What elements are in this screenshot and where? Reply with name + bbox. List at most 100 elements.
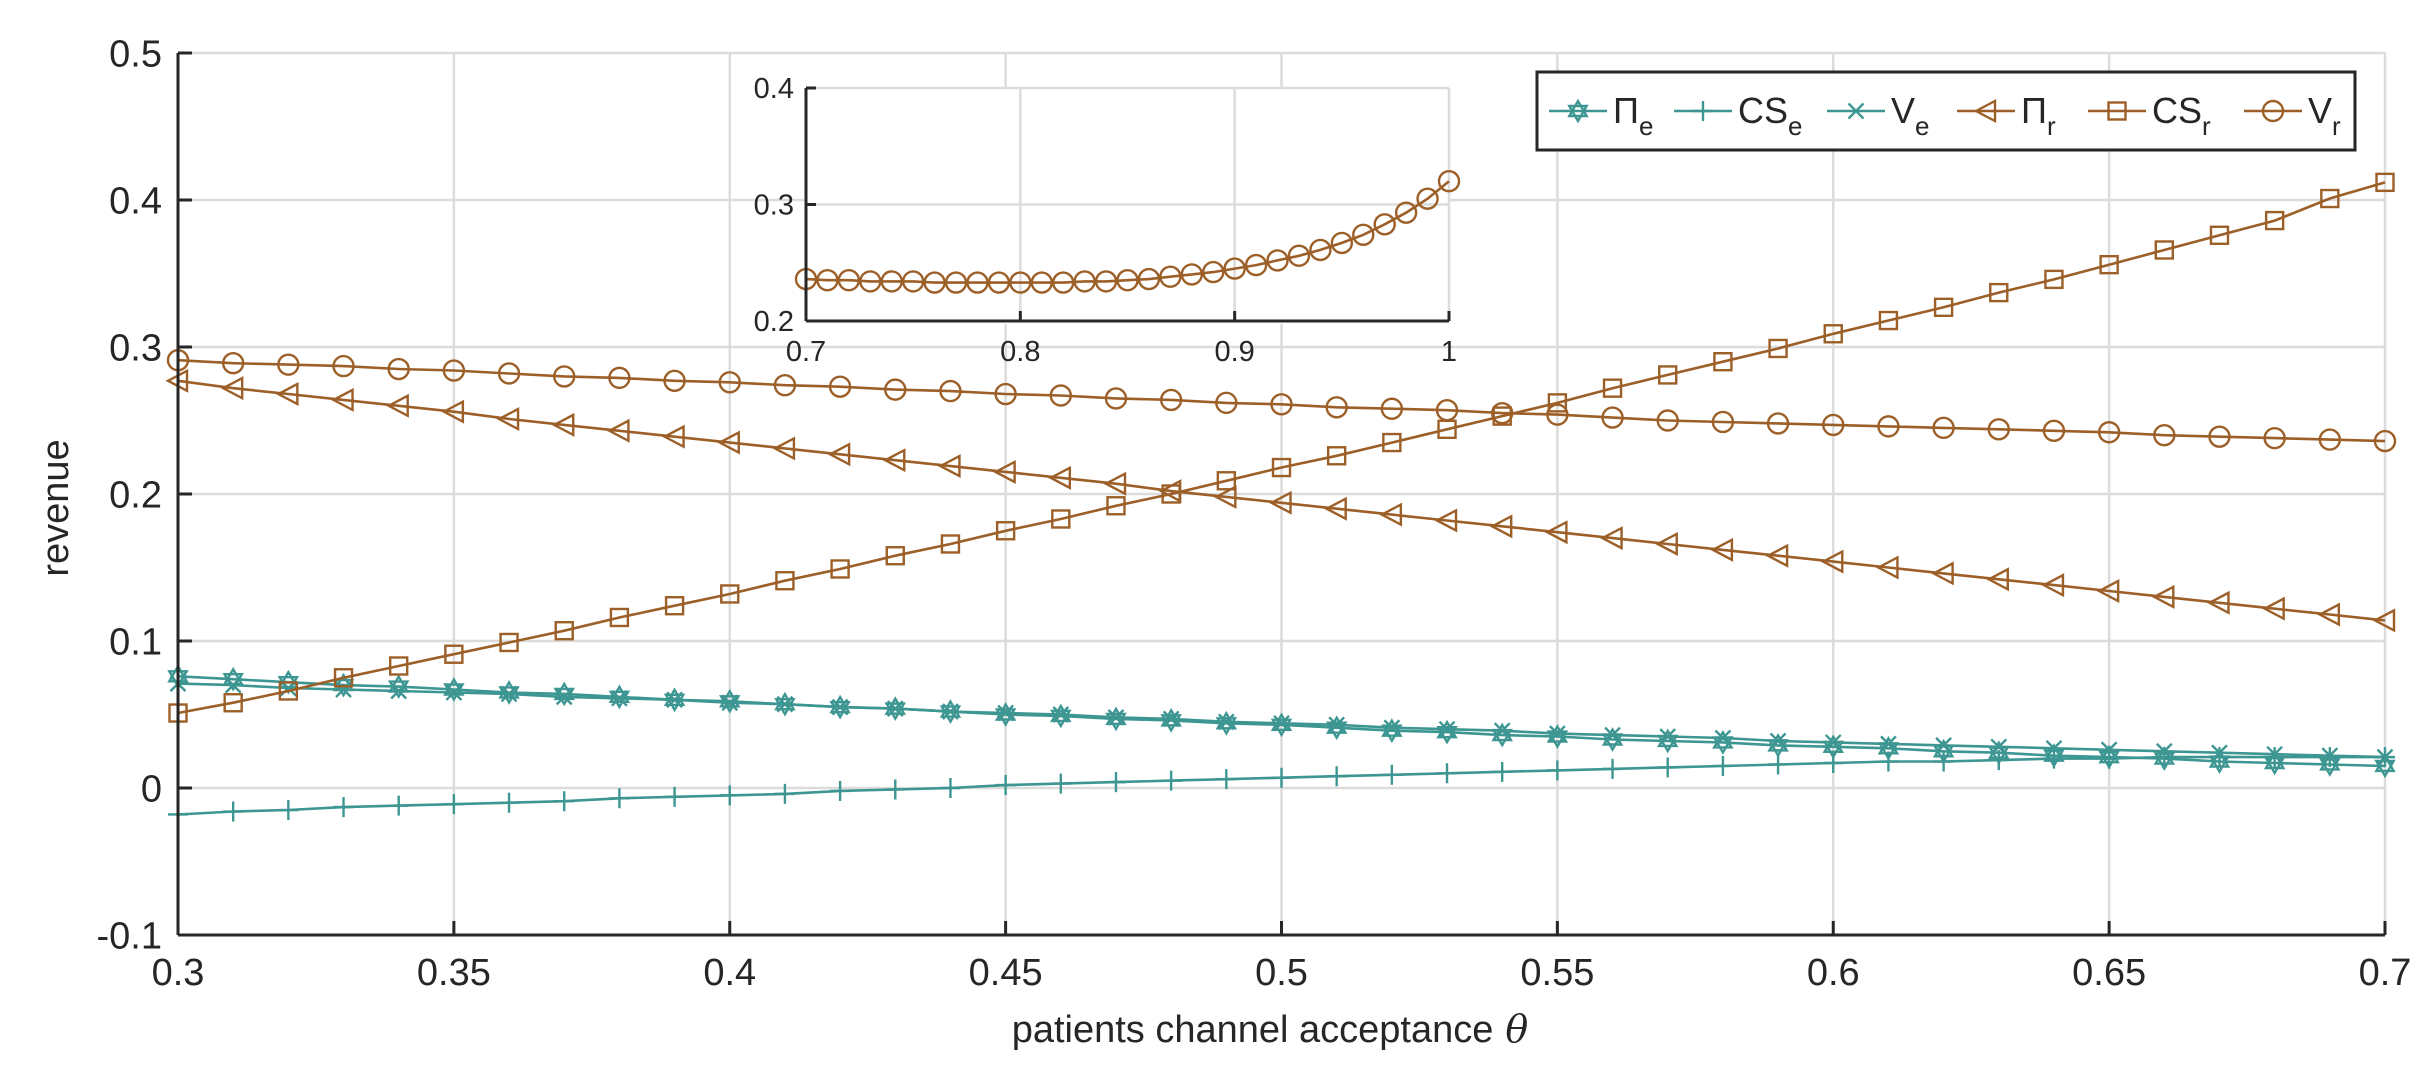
data-point-v-r: [1325, 396, 1348, 419]
data-point-v-r: [1877, 415, 1900, 438]
data-point-cs-r: [1823, 324, 1843, 344]
main-tick-labels: 0.3 0.35 0.4 0.45 0.5 0.55 0.6 0.65 0.7 -0.1 0 0.1 0…: [97, 33, 2412, 994]
data-point--r: [2096, 579, 2120, 604]
data-point-v-r: [1932, 416, 1955, 440]
x-tick-label: 0.5: [1255, 952, 1308, 994]
data-point-v-r: [663, 369, 686, 393]
data-point--r: [827, 442, 851, 467]
data-point-v-e: [1328, 716, 1346, 734]
x-tick-label: 0.4: [703, 952, 756, 994]
legend-marker-cs-r: [2107, 101, 2127, 121]
data-point-cs-e: [940, 778, 961, 798]
data-point-v-r: [718, 371, 741, 394]
data-point--r: [386, 393, 409, 418]
data-point-v-e: [2155, 742, 2173, 760]
legend-label-v-e: Ve: [1891, 90, 1929, 141]
data-point-v-r: [1051, 271, 1075, 294]
data-point--r: [1434, 508, 1458, 533]
data-point-cs-r: [333, 668, 354, 688]
data-point-v-r: [1104, 387, 1128, 410]
data-point--r: [220, 376, 244, 401]
data-point--r: [2262, 596, 2285, 621]
data-point-cs-e: [830, 780, 851, 801]
data-point-cs-e: [664, 786, 685, 807]
data-point-v-r: [1116, 269, 1139, 292]
data-point-v-r: [1309, 238, 1332, 262]
x-tick-label: 0.8: [1000, 336, 1040, 368]
legend-label-subscript: e: [1915, 111, 1929, 141]
x-tick-label: 0.9: [1215, 336, 1255, 368]
data-point-v-r: [2318, 428, 2342, 451]
data-point--r: [1324, 496, 1347, 521]
data-point-v-r: [859, 270, 882, 293]
data-point-cs-r: [1768, 338, 1788, 359]
data-point-cs-r: [1547, 393, 1568, 413]
data-point-cs-r: [1933, 297, 1954, 318]
data-point-cs-r: [278, 681, 299, 701]
data-point-v-e: [1273, 714, 1290, 732]
data-point-v-r: [884, 378, 907, 401]
data-point-cs-r: [444, 644, 464, 664]
legend-label-cs-e: CSe: [1738, 90, 1802, 141]
data-point-v-r: [923, 271, 946, 294]
legend-label-base: Π: [1613, 90, 1639, 131]
legend-box: [1535, 70, 2357, 152]
data-point-v-r: [987, 271, 1011, 294]
y-tick-label: 0.2: [109, 474, 162, 516]
x-tick-label: 0.45: [969, 952, 1043, 994]
data-point-cs-r: [1051, 509, 1071, 529]
data-point--r: [1103, 471, 1127, 496]
data-point-v-e: [2376, 748, 2394, 766]
data-point-cs-e: [388, 795, 409, 816]
data-point-v-r: [966, 271, 989, 294]
data-point-v-r: [2263, 426, 2286, 450]
data-point--r: [1048, 465, 1072, 490]
x-tick-label: 1: [1441, 336, 1457, 368]
data-point-v-r: [1490, 401, 1514, 425]
data-point-v-e: [1604, 726, 1621, 744]
y-tick-label: 0.4: [754, 73, 794, 105]
legend-label--r: Πr: [2021, 90, 2056, 141]
legend-label-base: V: [2308, 90, 2332, 131]
data-point-v-r: [442, 359, 466, 382]
data-point-cs-e: [1437, 763, 1458, 784]
x-tick-label: 0.35: [417, 952, 491, 994]
data-point-cs-e: [2043, 748, 2064, 769]
data-point-v-r: [1202, 260, 1225, 284]
data-point-v-e: [1162, 710, 1180, 728]
data-point--r: [2151, 584, 2175, 609]
data-point-cs-r: [223, 693, 243, 713]
data-point-cs-e: [1381, 764, 1402, 785]
data-point-cs-e: [1105, 772, 1126, 793]
data-point-v-r: [1009, 271, 1032, 294]
data-point-cs-e: [885, 779, 906, 800]
data-point-cs-e: [1823, 753, 1844, 774]
data-point-v-r: [1437, 169, 1461, 193]
data-point-v-r: [553, 365, 576, 388]
data-point-v-r: [1244, 253, 1268, 277]
data-point-v-r: [387, 357, 410, 381]
legend-label-base: CS: [2152, 90, 2202, 131]
data-point-cs-e: [1326, 766, 1347, 787]
data-point-cs-r: [499, 632, 519, 653]
data-point-v-e: [1935, 737, 1952, 754]
inset-series: [794, 169, 1461, 294]
data-point-cs-e: [554, 791, 575, 812]
data-point--r: [1544, 520, 1568, 545]
data-point-cs-e: [1216, 769, 1237, 790]
data-point-v-e: [997, 704, 1014, 722]
data-point-v-e: [1824, 734, 1842, 751]
legend-marker-cs-e: [1693, 101, 1713, 121]
data-point-v-r: [1546, 403, 1569, 426]
data-point-cs-r: [940, 534, 961, 554]
data-point--r: [1931, 561, 1954, 586]
data-point-v-e: [2045, 739, 2063, 757]
data-point--r: [1489, 514, 1513, 539]
inset-plot: 0.7 0.8 0.9 1 0.2 0.3 0.4: [754, 73, 1461, 368]
data-point-v-r: [1330, 231, 1354, 255]
data-point-v-r: [1159, 265, 1182, 288]
data-point-v-e: [1990, 738, 2008, 756]
data-point-v-e: [611, 689, 628, 707]
data-point--e: [663, 687, 686, 713]
data-point-v-e: [500, 685, 518, 703]
